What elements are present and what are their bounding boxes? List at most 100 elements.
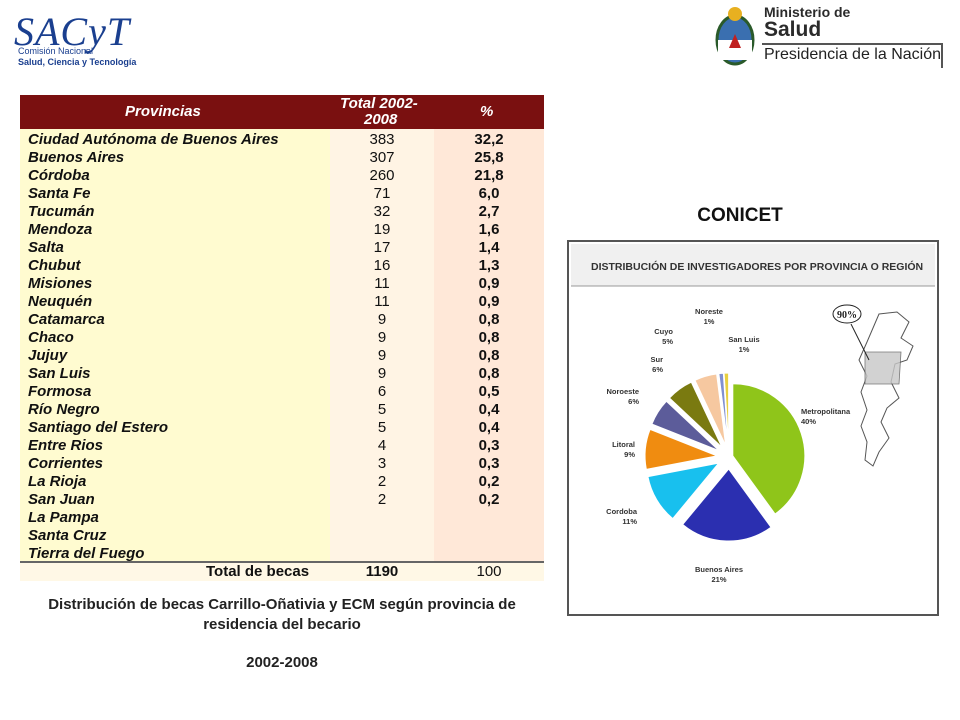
- pie-label: Noreste: [695, 307, 723, 316]
- pie-slice-metropolitana: [732, 383, 806, 515]
- total-cell: 16: [373, 257, 391, 274]
- header-provincias: Provincias: [125, 103, 201, 120]
- pct-cell: 25,8: [474, 149, 504, 166]
- table-row: Mendoza 19 1,6: [20, 221, 544, 239]
- province-cell: Santiago del Estero: [28, 419, 169, 436]
- total-cell: 9: [377, 347, 387, 364]
- table-row: San Juan 2 0,2: [20, 491, 544, 509]
- divider: [941, 43, 943, 68]
- pct-cell: 0,4: [478, 419, 500, 436]
- pct-cell: 0,4: [478, 401, 500, 418]
- map-region-highlight: [864, 351, 902, 385]
- total-cell: 11: [374, 293, 390, 310]
- sacyt-subtitle: Comisión Nacional Salud, Ciencia y Tecno…: [18, 46, 137, 67]
- total-cell: 9: [377, 329, 387, 346]
- pct-cell: 2,7: [478, 203, 500, 220]
- pie-label: Buenos Aires: [695, 565, 743, 574]
- pie-pct-label: 1%: [704, 317, 715, 326]
- table-row: Jujuy 9 0,8: [20, 347, 544, 365]
- province-cell: Córdoba: [28, 167, 90, 184]
- table-row: Chaco 9 0,8: [20, 329, 544, 347]
- total-cell: 19: [373, 221, 391, 238]
- province-cell: Misiones: [28, 275, 93, 292]
- total-cell: 11: [374, 275, 390, 292]
- map-badge: [832, 304, 862, 324]
- total-cell: 2: [377, 491, 387, 508]
- coat-of-arms-icon: [715, 7, 755, 66]
- table-row: Misiones 11 0,9: [20, 275, 544, 293]
- pie-pct-label: 6%: [652, 365, 663, 374]
- total-cell: 307: [369, 149, 395, 166]
- pct-cell: 0,5: [478, 383, 500, 400]
- table-row: La Rioja 2 0,2: [20, 473, 544, 491]
- province-cell: Mendoza: [28, 221, 93, 238]
- pie-slice-noreste: [718, 372, 729, 446]
- province-cell: Jujuy: [28, 347, 68, 364]
- header-pct: %: [480, 103, 494, 120]
- pct-cell: 0,8: [478, 365, 500, 382]
- pie-label: Metropolitana: [801, 407, 851, 416]
- province-cell: Corrientes: [28, 455, 104, 472]
- sacyt-mark: SACyT: [14, 9, 131, 54]
- pct-cell: 21,8: [474, 167, 504, 184]
- conicet-title: CONICET: [697, 205, 783, 226]
- pct-cell: 0,8: [478, 311, 500, 328]
- divider: [762, 43, 942, 45]
- pie-chart-panel: DISTRIBUCIÓN DE INVESTIGADORES POR PROVI…: [567, 240, 939, 616]
- table-row: Santiago del Estero 5 0,4: [20, 419, 544, 437]
- pct-cell: 0,3: [478, 455, 500, 472]
- pie-pct-label: 21%: [711, 575, 726, 584]
- pct-cell: 1,3: [478, 257, 500, 274]
- table-row: Salta 17 1,4: [20, 239, 544, 257]
- pct-cell: 1,6: [478, 221, 500, 238]
- table-row: Ciudad Autónoma de Buenos Aires 383 32,2: [20, 131, 544, 149]
- pct-cell: 0,8: [478, 329, 500, 346]
- pie-slice-buenos-aires: [682, 468, 772, 542]
- pct-cell: 0,2: [478, 473, 500, 490]
- pie-slice-san-luis: [723, 372, 730, 446]
- table-row: Entre Rios 4 0,3: [20, 437, 544, 455]
- province-cell: Chubut: [28, 257, 81, 274]
- table-row: Formosa 6 0,5: [20, 383, 544, 401]
- total-row: Total de becas 1190 100: [20, 561, 544, 581]
- pie-pct-label: 40%: [801, 417, 816, 426]
- province-cell: La Pampa: [28, 509, 99, 526]
- table-row: Córdoba 260 21,8: [20, 167, 544, 185]
- pie-label: Cordoba: [606, 507, 638, 516]
- table-row: Neuquén 11 0,9: [20, 293, 544, 311]
- table-row: Catamarca 9 0,8: [20, 311, 544, 329]
- table-caption-year: 2002-2008: [246, 654, 318, 671]
- table-caption: Distribución de becas Carrillo-Oñativia …: [48, 596, 516, 633]
- table-row: Corrientes 3 0,3: [20, 455, 544, 473]
- chart-title-bg: [571, 244, 935, 286]
- table-row: Santa Fe 71 6,0: [20, 185, 544, 203]
- province-cell: Santa Cruz: [28, 527, 107, 544]
- total-cell: 32: [373, 203, 391, 220]
- table-row: San Luis 9 0,8: [20, 365, 544, 383]
- pie-slice-noroeste: [651, 400, 720, 452]
- pct-cell: 0,3: [478, 437, 500, 454]
- becas-table: Provincias Total 2002- 2008 % Ciudad Aut…: [20, 95, 544, 581]
- total-cell: 260: [369, 167, 395, 184]
- pct-cell: 0,2: [478, 491, 500, 508]
- table-header: Provincias Total 2002- 2008 %: [20, 95, 544, 129]
- ministerio-salud-logo: Ministerio de Salud Presidencia de la Na…: [712, 2, 948, 72]
- header-total-year: 2008: [364, 111, 398, 128]
- pie-slice-cordoba: [647, 462, 720, 520]
- total-value: 1190: [365, 563, 399, 580]
- total-cell: 9: [377, 311, 387, 328]
- pie-label: Sur: [650, 355, 663, 364]
- pie-label: Litoral: [612, 440, 635, 449]
- pie-pct-label: 1%: [739, 345, 750, 354]
- total-cell: 9: [377, 365, 387, 382]
- pct-cell: 6,0: [478, 185, 500, 202]
- map-badge-label: 90%: [837, 310, 857, 321]
- total-cell: 6: [377, 383, 387, 400]
- pct-cell: 32,2: [474, 131, 504, 148]
- total-cell: 383: [369, 131, 395, 148]
- total-cell: 2: [377, 473, 387, 490]
- sacyt-logo: SACyT Comisión Nacional Salud, Ciencia y…: [14, 8, 214, 68]
- province-cell: Salta: [28, 239, 64, 256]
- table-row: Santa Cruz: [20, 527, 544, 545]
- province-cell: Catamarca: [28, 311, 105, 328]
